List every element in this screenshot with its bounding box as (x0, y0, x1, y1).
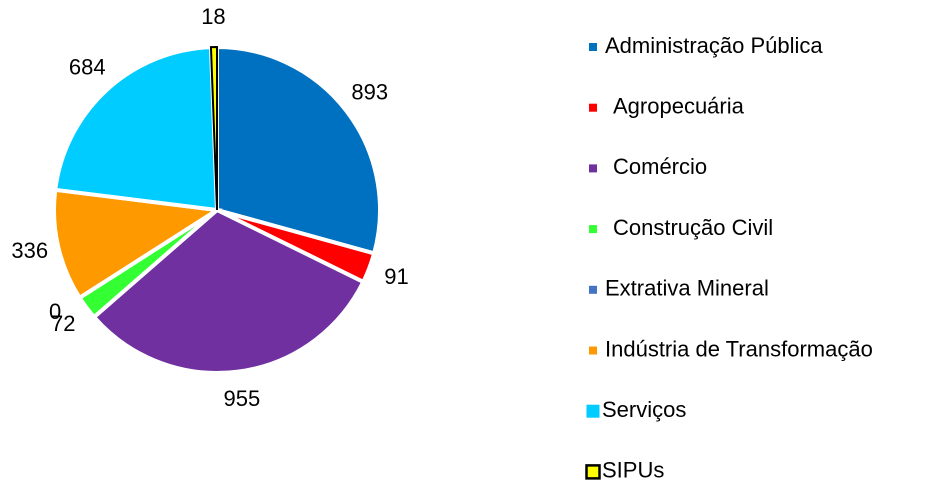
data-label: 893 (351, 80, 388, 105)
data-label: 91 (384, 264, 408, 289)
data-label: 336 (11, 238, 48, 263)
legend-marker (589, 164, 597, 173)
pie-slice (215, 44, 382, 256)
legend-marker (589, 103, 597, 112)
data-label: 0 (49, 299, 61, 324)
pie-slice (209, 45, 218, 211)
legend-marker (586, 404, 600, 418)
data-label: 955 (223, 386, 260, 411)
legend-label: Administração Pública (605, 33, 823, 58)
legend-marker (589, 43, 597, 51)
legend-marker (589, 285, 597, 294)
pie-slice (53, 45, 220, 213)
legend-label: Comércio (613, 154, 707, 179)
data-label: 684 (69, 54, 106, 79)
legend-marker (585, 464, 601, 480)
data-label: 18 (201, 4, 225, 29)
legend-label: SIPUs (602, 458, 664, 482)
legend-label: Construção Civil (613, 215, 773, 240)
legend-marker (589, 346, 597, 355)
pie-slice (52, 187, 223, 301)
legend-label: Extrativa Mineral (605, 276, 769, 301)
legend-marker (589, 225, 597, 234)
pie-slice (91, 207, 366, 375)
data-label: 72 (51, 311, 75, 336)
legend-label: Serviços (602, 397, 686, 422)
legend-label: Indústria de Transformação (605, 336, 873, 361)
legend-label: Agropecuária (613, 94, 745, 119)
